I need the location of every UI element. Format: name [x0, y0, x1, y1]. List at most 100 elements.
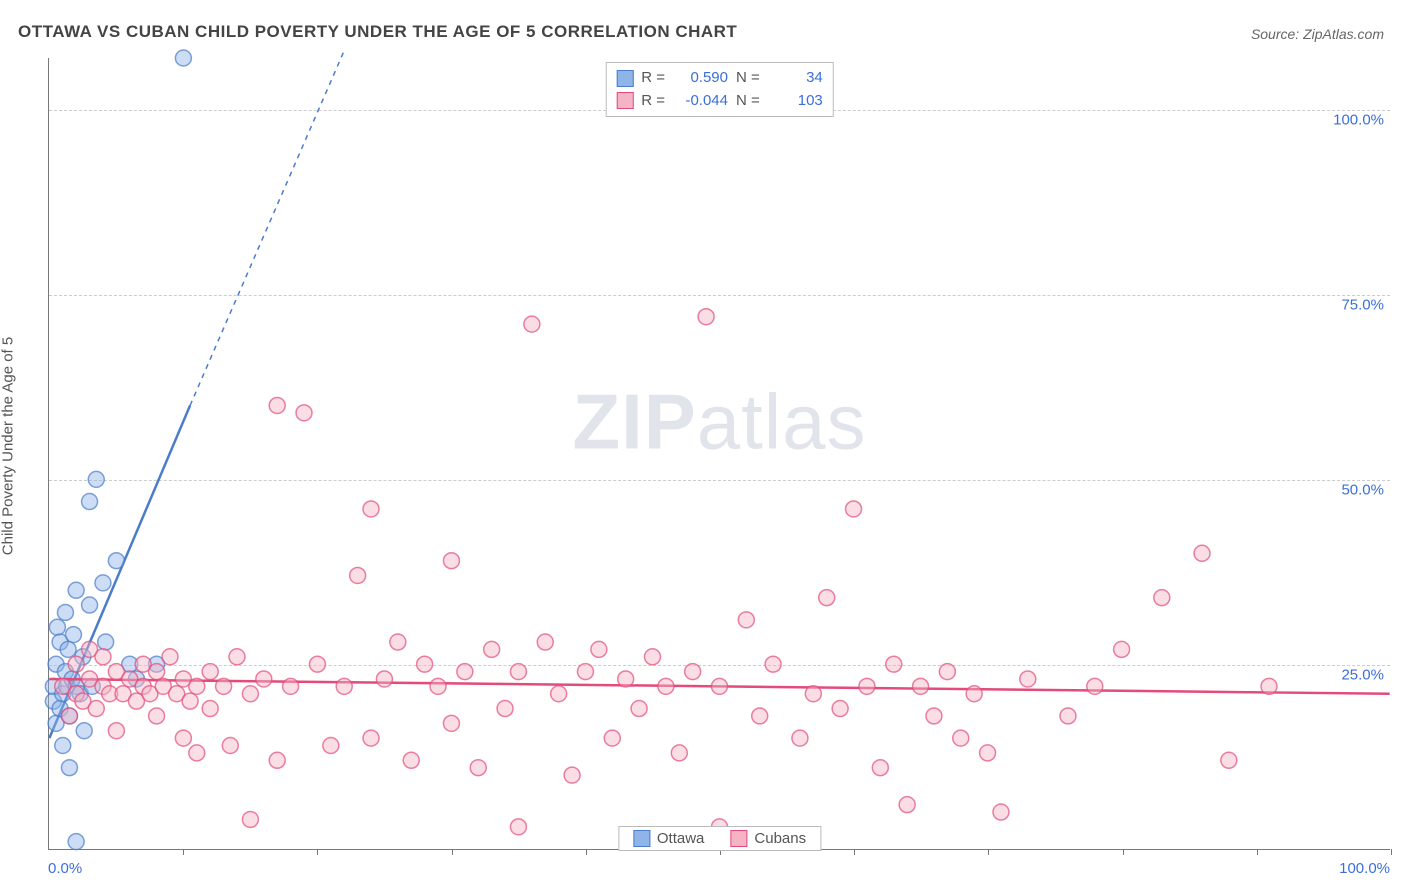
data-point	[65, 627, 81, 643]
data-point	[926, 708, 942, 724]
data-point	[189, 678, 205, 694]
data-point	[913, 678, 929, 694]
data-point	[189, 745, 205, 761]
data-point	[1087, 678, 1103, 694]
r-value: 0.590	[673, 67, 728, 90]
x-min-label: 0.0%	[48, 860, 82, 877]
x-tick	[183, 849, 184, 855]
data-point	[55, 738, 71, 754]
data-point	[752, 708, 768, 724]
data-point	[216, 678, 232, 694]
data-point	[88, 701, 104, 717]
data-point	[49, 619, 65, 635]
n-value: 34	[768, 67, 823, 90]
data-point	[765, 656, 781, 672]
data-point	[283, 678, 299, 694]
data-point	[95, 649, 111, 665]
data-point	[68, 656, 84, 672]
data-point	[269, 397, 285, 413]
n-value: 103	[768, 90, 823, 113]
data-point	[242, 686, 258, 702]
data-point	[537, 634, 553, 650]
data-point	[1194, 545, 1210, 561]
data-point	[68, 834, 84, 850]
x-tick	[1391, 849, 1392, 855]
data-point	[376, 671, 392, 687]
data-point	[108, 553, 124, 569]
source-credit: Source: ZipAtlas.com	[1251, 26, 1384, 42]
legend-swatch	[730, 830, 747, 847]
r-label: R =	[641, 90, 665, 113]
data-point	[618, 671, 634, 687]
data-point	[644, 649, 660, 665]
data-point	[604, 730, 620, 746]
data-point	[175, 730, 191, 746]
r-label: R =	[641, 67, 665, 90]
data-point	[61, 708, 77, 724]
scatter-svg	[49, 58, 1390, 849]
data-point	[524, 316, 540, 332]
data-point	[336, 678, 352, 694]
n-label: N =	[736, 67, 760, 90]
x-tick	[452, 849, 453, 855]
legend-item: Cubans	[730, 830, 806, 847]
data-point	[671, 745, 687, 761]
data-point	[202, 701, 218, 717]
data-point	[88, 471, 104, 487]
data-point	[510, 664, 526, 680]
data-point	[363, 730, 379, 746]
data-point	[953, 730, 969, 746]
data-point	[149, 708, 165, 724]
data-point	[1261, 678, 1277, 694]
data-point	[510, 819, 526, 835]
data-point	[175, 50, 191, 66]
series-legend: Ottawa Cubans	[618, 826, 821, 851]
x-tick	[854, 849, 855, 855]
data-point	[309, 656, 325, 672]
data-point	[95, 575, 111, 591]
data-point	[242, 811, 258, 827]
data-point	[591, 641, 607, 657]
x-tick	[988, 849, 989, 855]
x-axis-labels: 0.0% 100.0%	[48, 860, 1390, 880]
x-max-label: 100.0%	[1339, 860, 1390, 877]
data-point	[1114, 641, 1130, 657]
chart-title: OTTAWA VS CUBAN CHILD POVERTY UNDER THE …	[18, 22, 737, 42]
data-point	[1060, 708, 1076, 724]
data-point	[202, 664, 218, 680]
data-point	[390, 634, 406, 650]
data-point	[108, 723, 124, 739]
data-point	[60, 641, 76, 657]
data-point	[457, 664, 473, 680]
data-point	[363, 501, 379, 517]
series-swatch	[616, 70, 633, 87]
data-point	[846, 501, 862, 517]
data-point	[899, 797, 915, 813]
data-point	[57, 604, 73, 620]
data-point	[82, 597, 98, 613]
data-point	[76, 723, 92, 739]
data-point	[805, 686, 821, 702]
trend-line-extrapolated	[190, 51, 344, 406]
data-point	[82, 494, 98, 510]
data-point	[631, 701, 647, 717]
data-point	[350, 567, 366, 583]
data-point	[698, 309, 714, 325]
data-point	[229, 649, 245, 665]
data-point	[738, 612, 754, 628]
data-point	[993, 804, 1009, 820]
source-value: ZipAtlas.com	[1303, 26, 1384, 42]
data-point	[577, 664, 593, 680]
data-point	[1020, 671, 1036, 687]
source-label: Source:	[1251, 26, 1299, 42]
x-tick	[1123, 849, 1124, 855]
data-point	[443, 553, 459, 569]
data-point	[980, 745, 996, 761]
data-point	[886, 656, 902, 672]
n-label: N =	[736, 90, 760, 113]
r-value: -0.044	[673, 90, 728, 113]
data-point	[819, 590, 835, 606]
data-point	[149, 664, 165, 680]
legend-label: Ottawa	[657, 830, 705, 847]
x-tick	[1257, 849, 1258, 855]
